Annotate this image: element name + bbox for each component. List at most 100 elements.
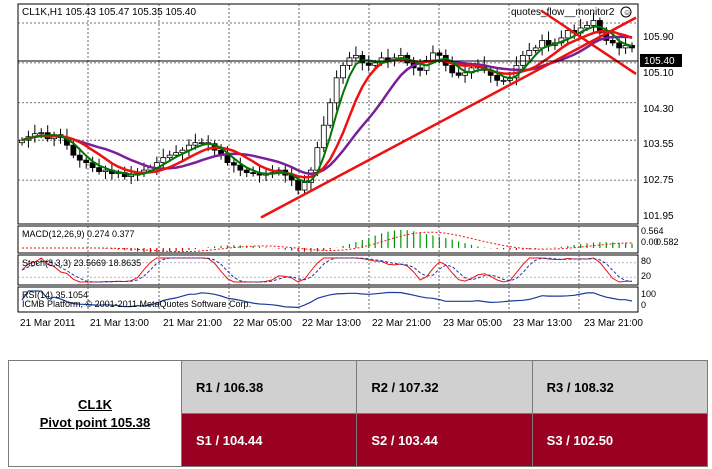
macd-signal-line (22, 231, 633, 253)
candle-body (230, 162, 237, 166)
candle-body (417, 67, 424, 71)
stoch-main-line (21, 257, 632, 283)
candle-body (352, 54, 359, 59)
resistance-2: R2 / 107.32 (356, 360, 533, 414)
resistance-3: R3 / 108.32 (531, 360, 709, 414)
candle-body (564, 30, 571, 39)
candle-body (295, 179, 302, 191)
candle-body (179, 149, 186, 154)
candle-body (494, 74, 501, 81)
candle-body (102, 169, 109, 173)
candle-body (38, 132, 45, 135)
macd-pane (17, 225, 639, 254)
stoch-pane (17, 254, 639, 286)
support-3: S3 / 102.50 (531, 413, 709, 467)
candle-body (609, 40, 616, 44)
candle-body (160, 157, 167, 164)
price-axis-label: 105.90 (643, 32, 674, 43)
candle-body (250, 172, 257, 175)
rsi-line (21, 290, 633, 309)
candle-body (372, 62, 379, 66)
candle-body (224, 154, 231, 164)
indicator-lines (18, 231, 638, 309)
candle-body (301, 182, 308, 191)
candle-body (83, 159, 90, 164)
price-axis-label: 104.30 (643, 104, 674, 115)
candle-body (359, 54, 366, 64)
ea-smile-face: ☺ (623, 8, 631, 17)
candle-body (449, 64, 456, 74)
symbol-name: CL1K (78, 396, 112, 412)
candle-body (198, 142, 205, 145)
copyright-watermark: ICMB Platform, © 2001-2011 MetaQuotes So… (22, 299, 251, 309)
stoch-axis-label: 80 (641, 256, 651, 266)
pivot-points-table: CL1K Pivot point 105.38 R1 / 106.38 R2 /… (8, 360, 709, 467)
candle-body (500, 79, 507, 82)
candle-body (532, 47, 539, 51)
grid-lines (18, 4, 638, 312)
ea-smile-icon (620, 6, 632, 18)
time-axis-label: 22 Mar 21:00 (372, 318, 431, 329)
candle-body (70, 144, 77, 156)
resistance-1: R1 / 106.38 (180, 360, 358, 414)
macd-label: MACD(12,26,9) 0.274 0.377 (22, 229, 135, 239)
candle-body (333, 77, 340, 104)
trendlines (260, 9, 637, 219)
time-axis-label: 23 Mar 13:00 (513, 318, 572, 329)
candle-body (346, 57, 353, 66)
price-axis-label: 102.75 (643, 175, 674, 186)
candle-body (173, 152, 180, 156)
candle-body (320, 124, 327, 149)
trendline (260, 16, 637, 219)
chart-header: CL1K,H1 105.43 105.47 105.35 105.40 (22, 7, 196, 18)
symbol-cell: CL1K Pivot point 105.38 (8, 360, 182, 467)
candle-body (365, 62, 372, 66)
time-axis-label: 21 Mar 21:00 (163, 318, 222, 329)
macd-axis-label: 0.582 (656, 237, 679, 247)
candle-body (519, 54, 526, 66)
candle-body (526, 50, 533, 56)
candle-body (243, 169, 250, 174)
macd-axis-label: 0.00 (641, 237, 659, 247)
candle-body (192, 142, 199, 146)
candle-body (430, 52, 436, 61)
candle-body (590, 20, 597, 26)
candle-body (237, 164, 244, 171)
rsi-pane (17, 286, 639, 313)
candle-body (89, 162, 96, 169)
time-axis-label: 23 Mar 21:00 (584, 318, 643, 329)
candle-body (455, 72, 462, 76)
price-axis-label: 105.10 (643, 68, 674, 79)
ea-label: quotes_flow__monitor2 (511, 7, 615, 18)
candle-body (166, 154, 173, 159)
price-tag (640, 54, 682, 67)
stoch-label: Stoch(8,3,3) 23.5669 18.8635 (22, 258, 141, 268)
time-axis-label: 21 Mar 13:00 (90, 318, 149, 329)
candle-body (340, 64, 346, 79)
support-2: S2 / 103.44 (356, 413, 533, 467)
time-axis-label: 23 Mar 05:00 (443, 318, 502, 329)
macd-axis-label: 0.564 (641, 226, 664, 236)
candle-body (327, 102, 334, 126)
candle-body (584, 25, 590, 29)
time-axis-label: 22 Mar 13:00 (302, 318, 361, 329)
support-1: S1 / 104.44 (180, 413, 358, 467)
candle-body (462, 72, 468, 76)
chart-canvas: 105.40 CL1K,H1 105.43 105.47 105.35 105.… (17, 3, 682, 329)
price-axis-label: 103.55 (643, 139, 674, 150)
time-axis-label: 21 Mar 2011 (20, 318, 76, 329)
time-axis-label: 22 Mar 05:00 (233, 318, 292, 329)
metatrader-chart-window[interactable]: 105.40 CL1K,H1 105.43 105.47 105.35 105.… (0, 0, 712, 340)
macd-histogram (98, 230, 633, 253)
candle-body (616, 42, 623, 49)
candle-body (622, 45, 629, 49)
candle-body (96, 167, 102, 173)
price-tag-text: 105.40 (644, 56, 675, 67)
rsi-axis-label: 0 (641, 300, 646, 310)
mid-ma-line (21, 29, 633, 179)
pivot-point-value: Pivot point 105.38 (39, 414, 151, 430)
candle-body (436, 52, 443, 56)
stoch-axis-label: 20 (641, 271, 651, 281)
candle-body (76, 154, 83, 161)
trendline (540, 9, 637, 75)
